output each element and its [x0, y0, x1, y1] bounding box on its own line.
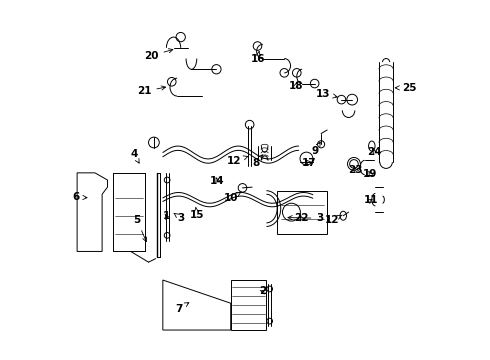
Text: 24: 24 — [367, 147, 382, 157]
Text: 17: 17 — [301, 158, 316, 168]
Text: 22: 22 — [294, 213, 309, 223]
Text: 25: 25 — [395, 83, 416, 93]
Text: 8: 8 — [252, 155, 262, 168]
Text: 7: 7 — [175, 303, 189, 314]
Text: 13: 13 — [316, 89, 337, 99]
Text: 23: 23 — [348, 165, 363, 175]
Text: 5: 5 — [133, 215, 147, 242]
Text: 6: 6 — [73, 192, 87, 202]
Text: 16: 16 — [250, 51, 265, 64]
Text: 3: 3 — [174, 213, 184, 223]
Text: 14: 14 — [210, 176, 224, 186]
Text: 20: 20 — [144, 49, 173, 61]
Text: 19: 19 — [363, 168, 377, 179]
Text: 21: 21 — [137, 86, 166, 96]
Text: 12: 12 — [227, 156, 248, 166]
Text: 18: 18 — [289, 81, 303, 91]
Text: 3: 3 — [288, 213, 323, 223]
Text: 9: 9 — [311, 142, 320, 157]
Text: 2: 2 — [259, 287, 267, 296]
Text: 12: 12 — [325, 215, 342, 225]
Text: 4: 4 — [130, 149, 139, 163]
Text: 15: 15 — [190, 207, 204, 220]
Text: 11: 11 — [364, 195, 378, 205]
Text: 10: 10 — [224, 192, 242, 203]
Text: 1: 1 — [163, 211, 170, 221]
